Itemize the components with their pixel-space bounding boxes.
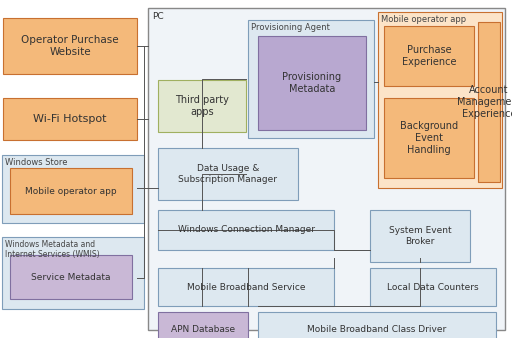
Text: Windows Store: Windows Store xyxy=(5,158,68,167)
Bar xyxy=(158,312,248,338)
Text: Wi-Fi Hotspot: Wi-Fi Hotspot xyxy=(33,114,106,124)
Bar xyxy=(158,80,246,132)
Text: Provisioning Agent: Provisioning Agent xyxy=(251,23,330,32)
Text: Mobile operator app: Mobile operator app xyxy=(25,187,117,195)
Text: Operator Purchase
Website: Operator Purchase Website xyxy=(21,35,119,57)
Text: Service Metadata: Service Metadata xyxy=(31,272,111,282)
Bar xyxy=(258,312,496,338)
Text: Purchase
Experience: Purchase Experience xyxy=(402,45,456,67)
Bar xyxy=(378,12,502,188)
Bar xyxy=(478,22,500,182)
Bar xyxy=(3,18,137,74)
Bar xyxy=(258,36,366,130)
Bar xyxy=(2,237,144,309)
Text: Third party
apps: Third party apps xyxy=(175,95,229,117)
Text: Provisioning
Metadata: Provisioning Metadata xyxy=(283,72,342,94)
Bar xyxy=(10,168,132,214)
Text: Windows Connection Manager: Windows Connection Manager xyxy=(178,225,314,235)
Bar xyxy=(370,268,496,306)
Bar xyxy=(248,20,374,138)
Text: Background
Event
Handling: Background Event Handling xyxy=(400,121,458,154)
Bar xyxy=(10,255,132,299)
Bar xyxy=(2,155,144,223)
Bar xyxy=(158,148,298,200)
Bar xyxy=(384,26,474,86)
Text: System Event
Broker: System Event Broker xyxy=(389,226,451,246)
Bar xyxy=(158,210,334,250)
Bar xyxy=(148,8,505,330)
Bar xyxy=(384,98,474,178)
Text: Mobile operator app: Mobile operator app xyxy=(381,15,466,24)
Text: APN Database: APN Database xyxy=(171,325,235,335)
Text: Local Data Counters: Local Data Counters xyxy=(387,283,479,291)
Text: PC: PC xyxy=(152,12,164,21)
Text: Mobile Broadband Class Driver: Mobile Broadband Class Driver xyxy=(307,325,446,335)
Text: Mobile Broadband Service: Mobile Broadband Service xyxy=(187,283,305,291)
Bar xyxy=(370,210,470,262)
Text: Account
Management
Experience: Account Management Experience xyxy=(457,86,512,119)
Bar xyxy=(158,268,334,306)
Text: Windows Metadata and
Internet Services (WMIS): Windows Metadata and Internet Services (… xyxy=(5,240,100,259)
Text: Data Usage &
Subscription Manager: Data Usage & Subscription Manager xyxy=(179,164,278,184)
Bar xyxy=(3,98,137,140)
